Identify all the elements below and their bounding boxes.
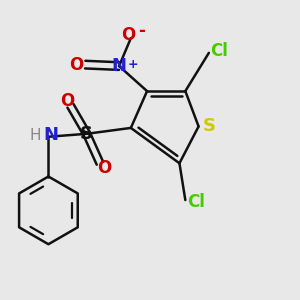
Text: S: S [202, 117, 215, 135]
Text: +: + [128, 58, 139, 71]
Text: N: N [44, 126, 59, 144]
Text: O: O [60, 92, 75, 110]
Text: O: O [69, 56, 83, 74]
Text: H: H [29, 128, 41, 143]
Text: Cl: Cl [210, 42, 228, 60]
Text: O: O [121, 26, 135, 44]
Text: -: - [139, 22, 145, 40]
Text: O: O [97, 159, 112, 177]
Text: N: N [112, 57, 127, 75]
Text: S: S [80, 125, 93, 143]
Text: Cl: Cl [187, 193, 205, 211]
